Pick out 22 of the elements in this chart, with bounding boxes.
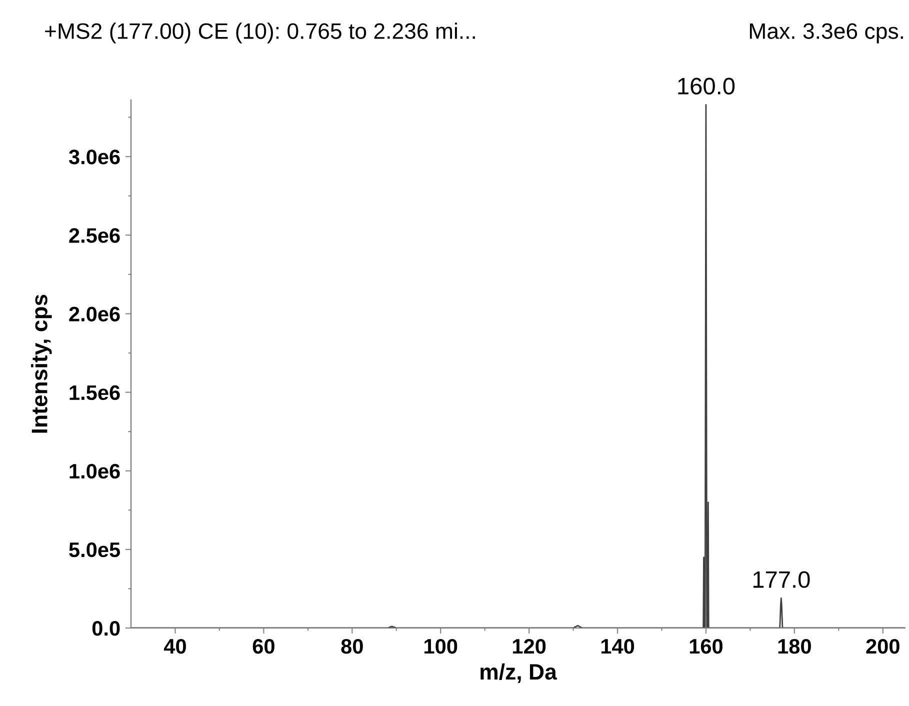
annotation: 177.0 [753,571,810,588]
annotation: 160.0 [678,78,735,94]
x-tick-label: 100 [424,638,458,654]
y-tick-label: 2.0e6 [69,306,120,322]
y-tick-label: 1.5e6 [70,385,120,400]
chart-subtitle: Max. 3.3e6 cps. [750,23,903,44]
x-tick-label: 40 [164,638,186,654]
x-tick-label: 120 [512,638,546,654]
y-tick-label: 2.5e6 [69,228,120,243]
chart-title: +MS2 (177.00) CE (10): 0.765 to 2.236 mi... [45,22,475,44]
y-tick-label: 1.0e6 [70,464,120,479]
x-tick-label: 80 [341,638,363,654]
x-tick-label: 160 [690,638,722,654]
x-tick-label: 180 [778,638,811,654]
x-tick-label: 140 [601,638,634,654]
y-tick-label: 3.0e6 [68,150,120,164]
y-tick-label: 5.0e5 [69,542,120,558]
y-axis-title: Intensity, cps [31,294,52,433]
x-tick-label: 60 [252,638,274,654]
y-tick-label: 0.0 [92,621,120,636]
x-tick-label: 200 [866,638,900,654]
x-axis-title: m/z, Da [480,663,558,683]
